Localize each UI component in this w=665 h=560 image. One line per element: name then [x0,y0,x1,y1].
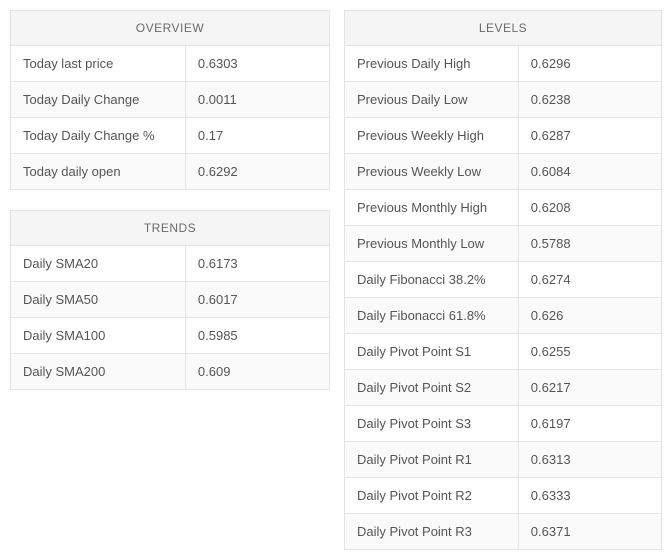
row-value: 0.609 [186,354,329,389]
row-label: Previous Monthly Low [345,226,519,261]
table-row: Today last price 0.6303 [11,46,329,82]
row-value: 0.6017 [186,282,329,317]
row-value: 0.6274 [519,262,661,297]
row-value: 0.6371 [519,514,661,549]
right-column: LEVELS Previous Daily High 0.6296 Previo… [344,10,662,550]
table-row: Previous Monthly High 0.6208 [345,190,661,226]
levels-header: LEVELS [345,11,661,46]
row-value: 0.17 [186,118,329,153]
table-row: Daily SMA100 0.5985 [11,318,329,354]
row-label: Daily Pivot Point R2 [345,478,519,513]
row-value: 0.6084 [519,154,661,189]
row-label: Daily Pivot Point S3 [345,406,519,441]
table-row: Daily SMA200 0.609 [11,354,329,389]
table-row: Today daily open 0.6292 [11,154,329,189]
left-column: OVERVIEW Today last price 0.6303 Today D… [10,10,330,390]
table-row: Daily Pivot Point S1 0.6255 [345,334,661,370]
row-value: 0.6287 [519,118,661,153]
table-row: Daily SMA20 0.6173 [11,246,329,282]
row-label: Daily SMA20 [11,246,186,281]
row-label: Previous Daily High [345,46,519,81]
table-row: Previous Daily High 0.6296 [345,46,661,82]
row-label: Previous Daily Low [345,82,519,117]
row-value: 0.6173 [186,246,329,281]
row-value: 0.6292 [186,154,329,189]
table-row: Today Daily Change 0.0011 [11,82,329,118]
row-label: Daily Pivot Point R1 [345,442,519,477]
levels-table: LEVELS Previous Daily High 0.6296 Previo… [344,10,662,550]
table-row: Previous Daily Low 0.6238 [345,82,661,118]
table-row: Daily SMA50 0.6017 [11,282,329,318]
table-row: Previous Monthly Low 0.5788 [345,226,661,262]
row-label: Previous Weekly High [345,118,519,153]
row-value: 0.6197 [519,406,661,441]
data-tables-container: OVERVIEW Today last price 0.6303 Today D… [10,10,655,550]
row-value: 0.5788 [519,226,661,261]
table-row: Daily Pivot Point R2 0.6333 [345,478,661,514]
row-value: 0.6238 [519,82,661,117]
row-value: 0.6255 [519,334,661,369]
trends-header: TRENDS [11,211,329,246]
row-label: Daily SMA50 [11,282,186,317]
row-label: Daily Pivot Point R3 [345,514,519,549]
row-label: Today daily open [11,154,186,189]
row-label: Daily SMA200 [11,354,186,389]
table-row: Daily Fibonacci 61.8% 0.626 [345,298,661,334]
row-value: 0.6217 [519,370,661,405]
row-label: Today last price [11,46,186,81]
row-label: Previous Weekly Low [345,154,519,189]
trends-table: TRENDS Daily SMA20 0.6173 Daily SMA50 0.… [10,210,330,390]
row-label: Today Daily Change % [11,118,186,153]
row-value: 0.0011 [186,82,329,117]
table-row: Previous Weekly High 0.6287 [345,118,661,154]
row-value: 0.6313 [519,442,661,477]
row-label: Daily SMA100 [11,318,186,353]
row-label: Daily Fibonacci 61.8% [345,298,519,333]
row-value: 0.626 [519,298,661,333]
row-value: 0.6303 [186,46,329,81]
row-value: 0.6296 [519,46,661,81]
table-row: Previous Weekly Low 0.6084 [345,154,661,190]
overview-table: OVERVIEW Today last price 0.6303 Today D… [10,10,330,190]
table-row: Today Daily Change % 0.17 [11,118,329,154]
row-label: Daily Pivot Point S2 [345,370,519,405]
table-row: Daily Pivot Point S3 0.6197 [345,406,661,442]
row-label: Today Daily Change [11,82,186,117]
row-value: 0.5985 [186,318,329,353]
overview-header: OVERVIEW [11,11,329,46]
table-row: Daily Pivot Point S2 0.6217 [345,370,661,406]
row-label: Daily Pivot Point S1 [345,334,519,369]
table-row: Daily Pivot Point R1 0.6313 [345,442,661,478]
row-label: Previous Monthly High [345,190,519,225]
row-value: 0.6333 [519,478,661,513]
table-row: Daily Fibonacci 38.2% 0.6274 [345,262,661,298]
row-label: Daily Fibonacci 38.2% [345,262,519,297]
table-row: Daily Pivot Point R3 0.6371 [345,514,661,549]
row-value: 0.6208 [519,190,661,225]
